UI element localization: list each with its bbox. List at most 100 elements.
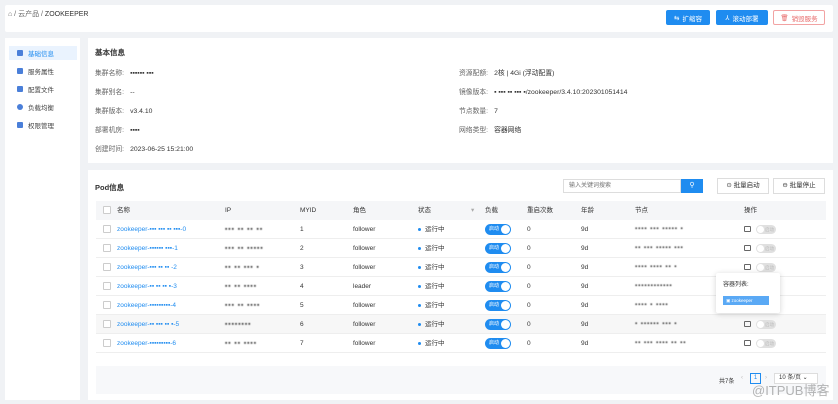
- search-button[interactable]: ⚲: [681, 179, 703, 193]
- terminal-icon[interactable]: [744, 226, 751, 232]
- pod-restarts: 0: [527, 264, 531, 271]
- info-value: 2023-06-25 15:21:00: [130, 146, 194, 153]
- pod-myid: 2: [300, 245, 304, 252]
- batch-stop-button[interactable]: ⊖ 批量停止: [773, 178, 825, 194]
- sidebar-item-lb[interactable]: 负载均衡: [9, 100, 77, 114]
- info-key: 创建时间:: [95, 146, 125, 153]
- pod-name-link[interactable]: zookeeper-▪▪▪ ▪▪ ▪▪ -2: [117, 264, 177, 271]
- play-icon: ⊙: [726, 182, 732, 189]
- terminal-icon[interactable]: [744, 264, 751, 270]
- col-status: 状态: [418, 207, 431, 214]
- toggle-label: 启动: [489, 302, 500, 308]
- home-icon[interactable]: ⌂: [8, 11, 13, 18]
- info-key: 资源配额:: [459, 70, 489, 77]
- pod-restarts: 0: [527, 302, 531, 309]
- pod-restarts: 0: [527, 340, 531, 347]
- filter-icon[interactable]: ▾: [471, 207, 475, 214]
- op-toggle[interactable]: 启动: [756, 263, 776, 272]
- pod-myid: 1: [300, 226, 304, 233]
- row-checkbox[interactable]: [103, 225, 111, 233]
- toggle-label: 启动: [765, 341, 774, 346]
- load-toggle[interactable]: 启动: [485, 262, 511, 273]
- sidebar-item-attrs[interactable]: 服务属性: [9, 64, 77, 78]
- info-value: --: [130, 89, 135, 96]
- rolling-label: 滚动部署: [732, 15, 759, 23]
- destroy-button[interactable]: 🗑 销毁服务: [773, 10, 825, 25]
- load-toggle[interactable]: 启动: [485, 281, 511, 292]
- prev-page-icon[interactable]: ‹: [741, 375, 743, 381]
- batch-start-button[interactable]: ⊙ 批量启动: [717, 178, 769, 194]
- row-checkbox[interactable]: [103, 282, 111, 290]
- rolling-deploy-button[interactable]: ⅄ 滚动部署: [716, 10, 768, 25]
- load-toggle[interactable]: 启动: [485, 300, 511, 311]
- info-key: 集群别名:: [95, 89, 125, 96]
- status-dot: [418, 265, 421, 269]
- watermark: @ITPUB博客: [752, 383, 830, 398]
- page-size-select[interactable]: 10 条/页 ⌄: [774, 373, 818, 384]
- col-restarts: 重启次数: [527, 207, 553, 214]
- container-icon: ▣: [726, 298, 731, 303]
- status-dot: [418, 322, 421, 326]
- balance-icon: [17, 104, 23, 110]
- sidebar-item-config[interactable]: 配置文件: [9, 82, 77, 96]
- load-toggle[interactable]: 启动: [485, 243, 511, 254]
- table-row: zookeeper-▪▪▪▪▪▪▪▪▪-6 ▪▪ ▪▪ ▪▪▪▪ 7 follo…: [96, 334, 826, 353]
- pod-role: follower: [353, 226, 376, 233]
- container-item[interactable]: ▣ zookeeper: [723, 296, 769, 305]
- search-input[interactable]: [563, 179, 681, 193]
- scale-icon: ⇆: [674, 14, 680, 22]
- toggle-label: 启动: [765, 322, 774, 327]
- pod-node: ▪▪ ▪▪▪ ▪▪▪▪▪ ▪▪▪: [635, 245, 684, 251]
- pod-node: ▪▪▪▪ ▪▪▪▪ ▪▪ ▪: [635, 264, 678, 270]
- select-all-checkbox[interactable]: [103, 206, 111, 214]
- pod-name-link[interactable]: zookeeper-▪▪▪▪▪▪ ▪▪▪-1: [117, 245, 178, 252]
- load-toggle[interactable]: 启动: [485, 338, 511, 349]
- pod-name-link[interactable]: zookeeper-▪▪ ▪▪ ▪▪ ▪-3: [117, 283, 177, 290]
- row-checkbox[interactable]: [103, 244, 111, 252]
- info-field: 集群名称: ▪▪▪▪▪▪ ▪▪▪: [95, 67, 154, 77]
- status-dot: [418, 246, 421, 250]
- pod-myid: 5: [300, 302, 304, 309]
- breadcrumb-current: ZOOKEEPER: [44, 11, 89, 18]
- row-checkbox[interactable]: [103, 263, 111, 271]
- info-value: 容器网络: [494, 127, 522, 134]
- pod-name-link[interactable]: zookeeper-▪▪▪▪▪▪▪▪▪-4: [117, 302, 177, 309]
- info-value: ▪▪▪▪▪▪ ▪▪▪: [130, 70, 154, 77]
- status-text: 运行中: [425, 245, 445, 252]
- terminal-icon[interactable]: [744, 245, 751, 251]
- pod-node: ▪ ▪▪▪▪▪▪ ▪▪▪ ▪: [635, 321, 678, 327]
- breadcrumb-item[interactable]: 云产品: [18, 11, 40, 18]
- pod-age: 9d: [581, 264, 589, 271]
- row-checkbox[interactable]: [103, 339, 111, 347]
- op-toggle[interactable]: 启动: [756, 339, 776, 348]
- trash-icon: 🗑: [780, 14, 789, 22]
- toggle-label: 启动: [489, 245, 500, 251]
- op-toggle[interactable]: 启动: [756, 225, 776, 234]
- pod-ip: ▪▪▪ ▪▪ ▪▪▪▪: [225, 302, 261, 309]
- pod-status: 运行中: [418, 258, 445, 277]
- sidebar-item-permissions[interactable]: 权限管理: [9, 118, 77, 132]
- status-dot: [418, 303, 421, 307]
- terminal-icon[interactable]: [744, 340, 751, 346]
- pod-name-link[interactable]: zookeeper-▪▪ ▪▪▪ ▪▪ ▪-5: [117, 321, 180, 328]
- op-toggle[interactable]: 启动: [756, 320, 776, 329]
- sidebar-item-basic[interactable]: 基础信息: [9, 46, 77, 60]
- load-toggle[interactable]: 启动: [485, 224, 511, 235]
- pod-ip: ▪▪ ▪▪ ▪▪▪ ▪: [225, 264, 260, 271]
- col-ops: 操作: [744, 207, 757, 214]
- row-checkbox[interactable]: [103, 301, 111, 309]
- op-toggle[interactable]: 启动: [756, 244, 776, 253]
- status-text: 运行中: [425, 283, 445, 290]
- info-key: 集群名称:: [95, 70, 125, 77]
- pod-role: leader: [353, 283, 372, 290]
- pod-status: 运行中: [418, 296, 445, 315]
- row-checkbox[interactable]: [103, 320, 111, 328]
- pod-name-link[interactable]: zookeeper-▪▪▪▪▪▪▪▪▪-6: [117, 340, 177, 347]
- page-1[interactable]: 1: [750, 373, 761, 384]
- status-text: 运行中: [425, 226, 445, 233]
- next-page-icon[interactable]: ›: [765, 375, 767, 381]
- load-toggle[interactable]: 启动: [485, 319, 511, 330]
- scale-button[interactable]: ⇆ 扩缩容: [666, 10, 710, 25]
- terminal-icon[interactable]: [744, 321, 751, 327]
- pod-name-link[interactable]: zookeeper-▪▪▪ ▪▪▪ ▪▪ ▪▪▪-0: [117, 226, 187, 233]
